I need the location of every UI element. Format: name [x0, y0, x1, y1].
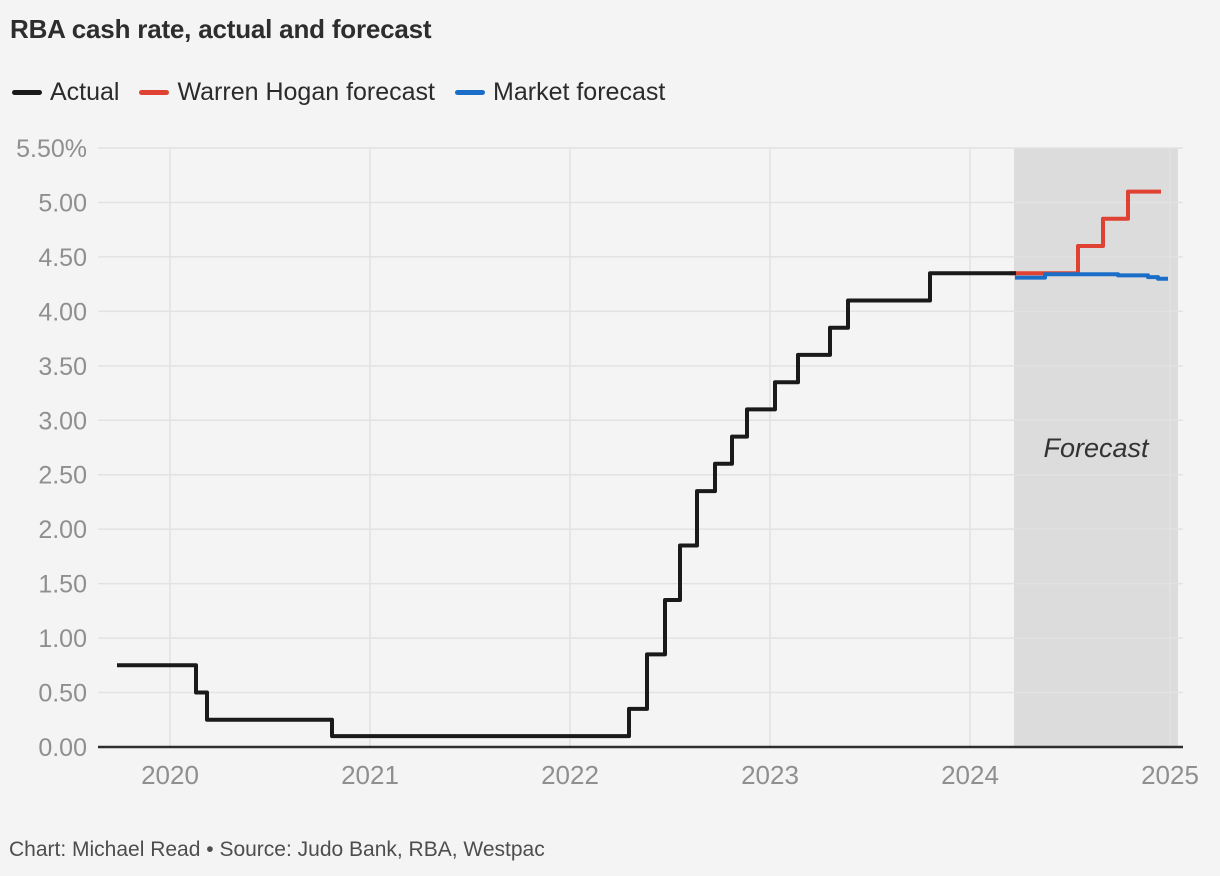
x-tick-label-2024: 2024: [941, 760, 999, 790]
y-tick-label-1.00: 1.00: [38, 625, 87, 653]
legend-label-actual: Actual: [50, 78, 120, 106]
series-warren-hogan-forecast: [1009, 189, 1161, 276]
x-tick-label-2021: 2021: [341, 760, 399, 790]
x-tick-label-2022: 2022: [541, 760, 599, 790]
y-tick-label-5.00: 5.00: [38, 189, 87, 217]
y-tick-label-5.50%: 5.50%: [16, 135, 87, 163]
x-tick-label-2020: 2020: [141, 760, 199, 790]
chart-source-note: Chart: Michael Read • Source: Judo Bank,…: [9, 838, 545, 861]
y-tick-label-0.50: 0.50: [38, 680, 87, 708]
chart-legend: Actual Warren Hogan forecast Market fore…: [12, 78, 665, 107]
series-market-forecast: [1015, 272, 1168, 281]
y-tick-label-4.50: 4.50: [38, 244, 87, 272]
legend-swatch-actual: [12, 90, 42, 95]
y-tick-label-3.00: 3.00: [38, 407, 87, 435]
y-tick-label-2.50: 2.50: [38, 462, 87, 490]
legend-label-warren-hogan-forecast: Warren Hogan forecast: [177, 78, 436, 106]
legend-label-market-forecast: Market forecast: [493, 78, 666, 106]
legend-item-warren-hogan-forecast: Warren Hogan forecast: [139, 78, 435, 107]
legend-item-market-forecast: Market forecast: [455, 78, 665, 107]
forecast-label: Forecast: [1043, 433, 1150, 463]
legend-swatch-warren-hogan-forecast: [139, 90, 170, 95]
y-tick-label-4.00: 4.00: [38, 298, 87, 326]
legend-item-actual: Actual: [12, 78, 119, 107]
y-tick-label-2.00: 2.00: [38, 516, 87, 544]
series-actual: [117, 271, 1016, 739]
y-tick-label-1.50: 1.50: [38, 571, 87, 599]
x-tick-label-2025: 2025: [1141, 760, 1199, 790]
legend-swatch-market-forecast: [455, 90, 486, 95]
y-tick-label-3.50: 3.50: [38, 353, 87, 381]
y-tick-label-0.00: 0.00: [38, 734, 87, 762]
chart-title: RBA cash rate, actual and forecast: [10, 14, 432, 44]
x-tick-label-2023: 2023: [741, 760, 799, 790]
